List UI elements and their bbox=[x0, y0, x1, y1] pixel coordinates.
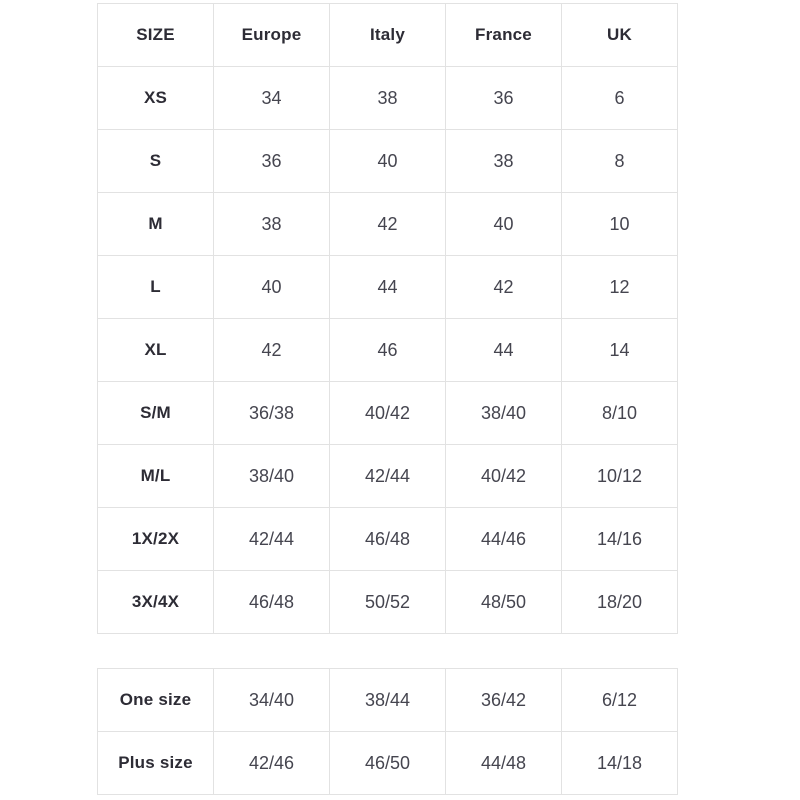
header-cell-europe: Europe bbox=[213, 3, 330, 67]
cell-value: 34 bbox=[213, 66, 330, 130]
cell-value: 38 bbox=[213, 192, 330, 256]
cell-value: 38 bbox=[329, 66, 446, 130]
row-label: M/L bbox=[97, 444, 214, 508]
cell-value: 46 bbox=[329, 318, 446, 382]
table-row-xl: XL 42 46 44 14 bbox=[97, 318, 678, 382]
cell-value: 40 bbox=[213, 255, 330, 319]
cell-value: 42 bbox=[329, 192, 446, 256]
cell-value: 14 bbox=[561, 318, 678, 382]
header-cell-france: France bbox=[445, 3, 562, 67]
table-row-xs: XS 34 38 36 6 bbox=[97, 66, 678, 130]
cell-value: 50/52 bbox=[329, 570, 446, 634]
cell-value: 14/18 bbox=[561, 731, 678, 795]
table-row-m-l: M/L 38/40 42/44 40/42 10/12 bbox=[97, 444, 678, 508]
cell-value: 12 bbox=[561, 255, 678, 319]
cell-value: 40 bbox=[445, 192, 562, 256]
cell-value: 10 bbox=[561, 192, 678, 256]
row-label: 1X/2X bbox=[97, 507, 214, 571]
cell-value: 6 bbox=[561, 66, 678, 130]
cell-value: 38/40 bbox=[213, 444, 330, 508]
table-row-l: L 40 44 42 12 bbox=[97, 255, 678, 319]
cell-value: 42/44 bbox=[213, 507, 330, 571]
cell-value: 42/44 bbox=[329, 444, 446, 508]
cell-value: 40/42 bbox=[329, 381, 446, 445]
table-row-s-m: S/M 36/38 40/42 38/40 8/10 bbox=[97, 381, 678, 445]
row-label: XS bbox=[97, 66, 214, 130]
row-label: S bbox=[97, 129, 214, 193]
cell-value: 44/48 bbox=[445, 731, 562, 795]
header-cell-size: SIZE bbox=[97, 3, 214, 67]
row-label: 3X/4X bbox=[97, 570, 214, 634]
cell-value: 40 bbox=[329, 129, 446, 193]
header-cell-uk: UK bbox=[561, 3, 678, 67]
cell-value: 48/50 bbox=[445, 570, 562, 634]
row-label: S/M bbox=[97, 381, 214, 445]
cell-value: 46/50 bbox=[329, 731, 446, 795]
cell-value: 40/42 bbox=[445, 444, 562, 508]
row-label: One size bbox=[97, 668, 214, 732]
cell-value: 38 bbox=[445, 129, 562, 193]
cell-value: 6/12 bbox=[561, 668, 678, 732]
cell-value: 42/46 bbox=[213, 731, 330, 795]
cell-value: 34/40 bbox=[213, 668, 330, 732]
cell-value: 36 bbox=[213, 129, 330, 193]
row-label: M bbox=[97, 192, 214, 256]
cell-value: 10/12 bbox=[561, 444, 678, 508]
table-row-s: S 36 40 38 8 bbox=[97, 129, 678, 193]
header-cell-italy: Italy bbox=[329, 3, 446, 67]
cell-value: 36/42 bbox=[445, 668, 562, 732]
row-label: Plus size bbox=[97, 731, 214, 795]
cell-value: 44 bbox=[329, 255, 446, 319]
cell-value: 38/40 bbox=[445, 381, 562, 445]
cell-value: 44 bbox=[445, 318, 562, 382]
cell-value: 8/10 bbox=[561, 381, 678, 445]
size-conversion-section: SIZE Europe Italy France UK XS 34 38 36 … bbox=[97, 3, 678, 795]
table-row-1x-2x: 1X/2X 42/44 46/48 44/46 14/16 bbox=[97, 507, 678, 571]
cell-value: 36/38 bbox=[213, 381, 330, 445]
cell-value: 44/46 bbox=[445, 507, 562, 571]
cell-value: 18/20 bbox=[561, 570, 678, 634]
table-row-one-size: One size 34/40 38/44 36/42 6/12 bbox=[97, 668, 678, 732]
cell-value: 14/16 bbox=[561, 507, 678, 571]
table-row-plus-size: Plus size 42/46 46/50 44/48 14/18 bbox=[97, 731, 678, 795]
cell-value: 42 bbox=[445, 255, 562, 319]
cell-value: 8 bbox=[561, 129, 678, 193]
cell-value: 42 bbox=[213, 318, 330, 382]
special-sizes-table: One size 34/40 38/44 36/42 6/12 Plus siz… bbox=[97, 668, 678, 795]
row-label: L bbox=[97, 255, 214, 319]
cell-value: 46/48 bbox=[213, 570, 330, 634]
row-label: XL bbox=[97, 318, 214, 382]
cell-value: 36 bbox=[445, 66, 562, 130]
cell-value: 46/48 bbox=[329, 507, 446, 571]
cell-value: 38/44 bbox=[329, 668, 446, 732]
header-row: SIZE Europe Italy France UK bbox=[97, 3, 678, 67]
size-conversion-table: SIZE Europe Italy France UK XS 34 38 36 … bbox=[97, 3, 678, 634]
table-row-3x-4x: 3X/4X 46/48 50/52 48/50 18/20 bbox=[97, 570, 678, 634]
table-row-m: M 38 42 40 10 bbox=[97, 192, 678, 256]
